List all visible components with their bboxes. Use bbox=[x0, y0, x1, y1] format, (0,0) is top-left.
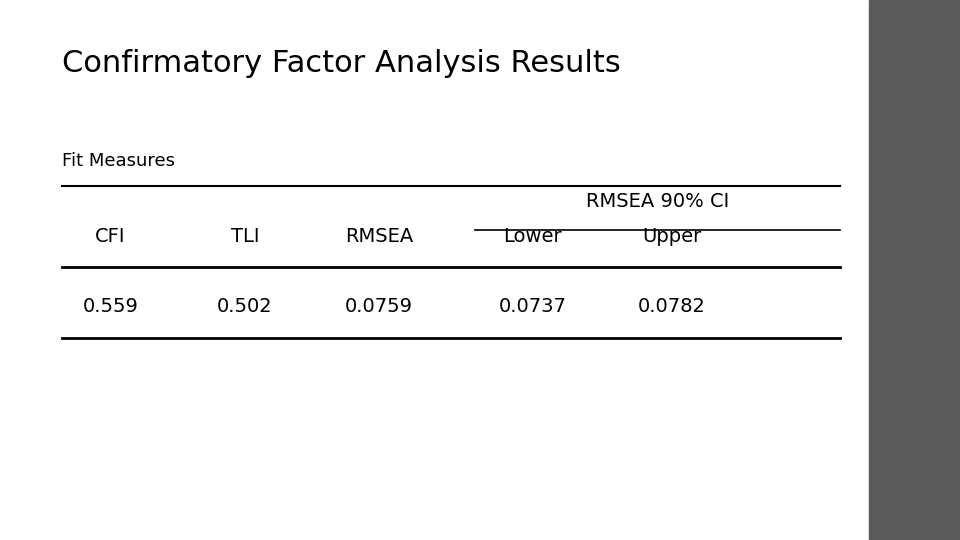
Text: 0.559: 0.559 bbox=[83, 297, 138, 316]
Text: Lower: Lower bbox=[503, 227, 563, 246]
Text: RMSEA 90% CI: RMSEA 90% CI bbox=[586, 192, 730, 211]
Text: 0.0782: 0.0782 bbox=[638, 297, 706, 316]
Text: 0.502: 0.502 bbox=[217, 297, 273, 316]
Text: Fit Measures: Fit Measures bbox=[62, 152, 176, 170]
Text: CFI: CFI bbox=[95, 227, 126, 246]
Text: Upper: Upper bbox=[642, 227, 702, 246]
Text: Confirmatory Factor Analysis Results: Confirmatory Factor Analysis Results bbox=[62, 49, 621, 78]
Text: 0.0759: 0.0759 bbox=[346, 297, 413, 316]
Text: RMSEA: RMSEA bbox=[345, 227, 414, 246]
Text: 0.0737: 0.0737 bbox=[499, 297, 566, 316]
Text: TLI: TLI bbox=[230, 227, 259, 246]
